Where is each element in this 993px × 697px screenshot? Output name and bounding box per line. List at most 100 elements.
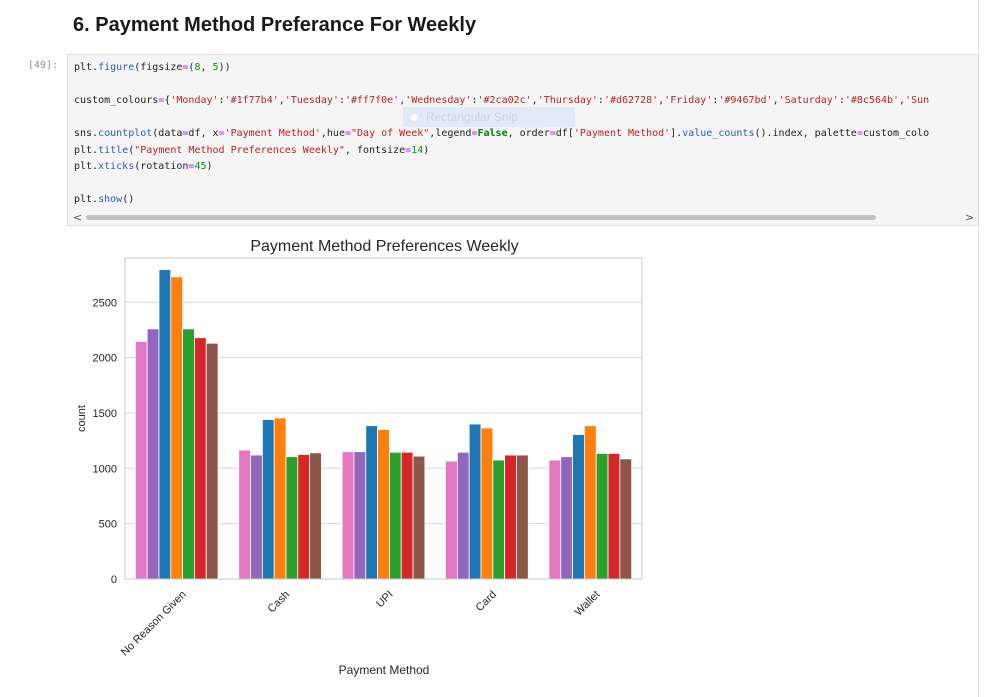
code-token: 'Payment Method' — [573, 128, 671, 139]
code-token: , — [772, 95, 779, 106]
bar — [170, 276, 184, 580]
code-token: '#1f77b4' — [224, 95, 279, 106]
code-token: '#8c564b' — [844, 95, 900, 106]
code-token: df, x — [188, 128, 219, 139]
snip-label: Rectangular Snip — [426, 110, 519, 124]
bar — [389, 451, 402, 580]
code-token: )) — [218, 62, 231, 73]
code-token: 'Sun — [905, 95, 930, 106]
code-token: 'Tuesday' — [284, 95, 339, 106]
bar — [134, 341, 148, 580]
rectangular-snip-overlay: Rectangular Snip — [403, 107, 575, 127]
code-token: '#9467bd' — [718, 95, 773, 106]
bar — [353, 451, 367, 580]
code-token: , — [899, 95, 906, 106]
code-token: : — [338, 95, 345, 106]
code-token: ().index, palette — [754, 128, 857, 139]
y-tick-label: 1000 — [93, 463, 117, 475]
code-token: False — [477, 128, 508, 139]
x-tick-label: Card — [474, 589, 499, 614]
code-token: = — [471, 128, 478, 139]
code-token: ) — [423, 144, 430, 156]
x-tick-label: Cash — [266, 589, 293, 616]
code-token: : — [471, 95, 478, 106]
x-axis-label: Payment Method — [339, 663, 430, 677]
bar — [492, 459, 506, 580]
scroll-left-icon[interactable]: < — [73, 211, 83, 224]
code-token: = — [856, 128, 863, 139]
code-token: '#d62728' — [603, 95, 659, 106]
bar — [595, 452, 609, 580]
bar — [309, 452, 322, 580]
code-token: = — [188, 161, 195, 172]
code-token: (rotation — [134, 161, 189, 172]
code-token: = — [218, 128, 225, 139]
code-token: , — [200, 62, 213, 73]
horizontal-scrollbar[interactable]: < > — [68, 210, 978, 225]
code-token: '#ff7f0e' — [345, 95, 400, 106]
code-token: , fontsize — [344, 144, 406, 156]
bar — [273, 417, 287, 580]
x-tick-label: Wallet — [573, 589, 603, 619]
code-token: 'Friday' — [664, 95, 713, 106]
code-token: , — [399, 95, 406, 106]
bar — [261, 419, 275, 580]
code-token: title — [98, 144, 129, 156]
bar — [158, 269, 172, 580]
bar — [548, 459, 562, 580]
code-token: countplot — [98, 128, 153, 139]
bar — [504, 454, 517, 580]
y-tick-label: 2500 — [93, 297, 117, 309]
code-token: 'Wednesday' — [405, 95, 472, 106]
section-heading: 6. Payment Method Preferance For Weekly — [73, 14, 477, 36]
code-token: ( — [188, 62, 195, 73]
code-token: ,hue — [320, 128, 345, 139]
bar — [285, 456, 299, 580]
scroll-right-icon[interactable]: > — [965, 211, 975, 224]
code-token: : — [838, 95, 845, 106]
code-token: plt. — [74, 144, 99, 156]
code-token: figure — [98, 62, 135, 73]
code-token: '#2ca02c' — [477, 95, 532, 106]
code-token: show — [98, 194, 123, 205]
code-token: ( — [128, 144, 135, 156]
bar — [456, 451, 470, 580]
code-token: = — [182, 62, 189, 73]
code-token: "Payment Method Preferences Weekly" — [134, 144, 345, 156]
y-tick-label: 0 — [111, 574, 117, 586]
code-token: (data — [152, 128, 183, 139]
code-token: = — [405, 144, 412, 156]
code-token: ]. — [670, 128, 683, 139]
bar — [560, 456, 573, 580]
code-token: "Day of Week" — [351, 128, 430, 139]
chart-title: Payment Method Preferences Weekly — [250, 238, 518, 255]
bar — [238, 449, 251, 580]
execution-count: [49]: — [28, 60, 59, 71]
code-line: plt.xticks(rotation=45) — [74, 159, 929, 176]
code-token: : — [218, 95, 225, 106]
bar — [297, 454, 311, 580]
code-token: 'Payment Method' — [224, 128, 321, 139]
bar — [250, 454, 263, 580]
code-token: value_counts — [682, 128, 755, 139]
code-token: 5 — [212, 62, 219, 73]
code-line: sns.countplot(data=df, x='Payment Method… — [74, 126, 929, 143]
code-cell[interactable]: plt.figure(figsize=(8, 5)) custom_colours… — [67, 54, 979, 226]
bar — [365, 425, 378, 580]
bar — [516, 454, 529, 580]
code-line: plt.show() — [74, 192, 929, 209]
code-token: 8 — [194, 62, 201, 73]
code-token: = — [344, 128, 352, 139]
bar — [341, 451, 355, 580]
code-token: 45 — [194, 161, 207, 172]
bar — [377, 429, 390, 580]
code-editor[interactable]: plt.figure(figsize=(8, 5)) custom_colours… — [74, 60, 929, 209]
code-token: 'Saturday' — [778, 95, 839, 106]
code-line: custom_colours={'Monday':'#1f77b4','Tues… — [74, 93, 929, 110]
bar — [619, 458, 633, 580]
scrollbar-thumb[interactable] — [86, 215, 876, 220]
code-line: plt.title("Payment Method Preferences We… — [74, 143, 929, 160]
code-line: plt.figure(figsize=(8, 5)) — [74, 60, 929, 77]
page-right-divider — [978, 0, 979, 697]
